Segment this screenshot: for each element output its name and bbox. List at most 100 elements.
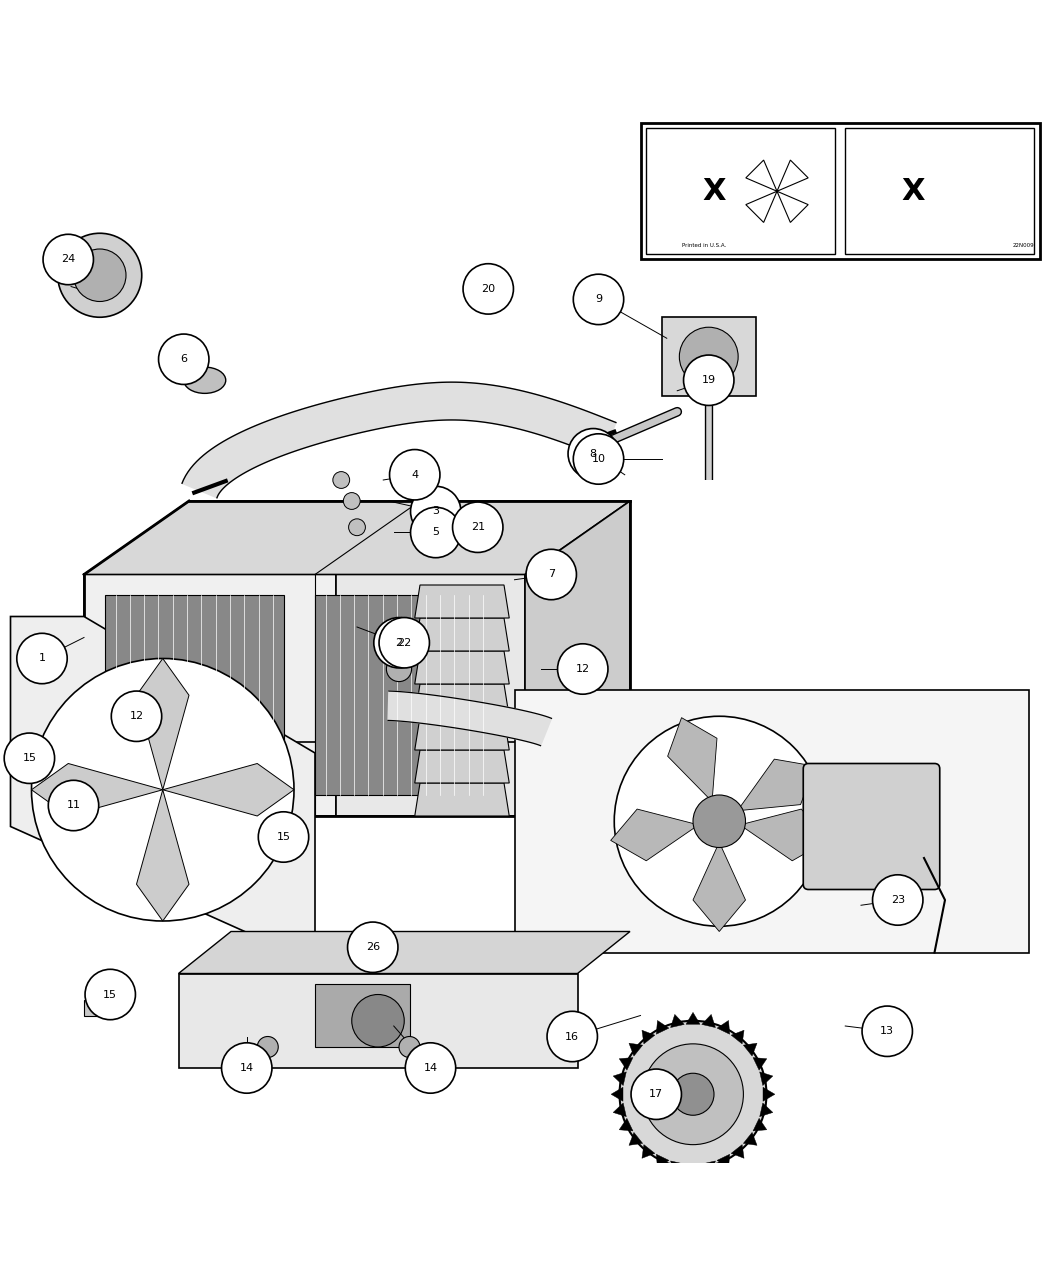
Polygon shape — [686, 1164, 700, 1176]
Circle shape — [672, 1074, 714, 1116]
Polygon shape — [668, 718, 717, 802]
Polygon shape — [693, 843, 745, 932]
Circle shape — [159, 334, 209, 385]
Polygon shape — [671, 1015, 685, 1028]
Circle shape — [684, 354, 734, 405]
Text: 11: 11 — [66, 801, 81, 811]
Circle shape — [631, 1068, 681, 1119]
Text: 15: 15 — [103, 989, 118, 1000]
Polygon shape — [415, 717, 509, 750]
Circle shape — [411, 486, 461, 537]
Polygon shape — [629, 1043, 643, 1056]
Text: 21: 21 — [470, 523, 485, 532]
Polygon shape — [686, 1012, 700, 1024]
Circle shape — [111, 691, 162, 742]
Circle shape — [614, 717, 824, 926]
Circle shape — [4, 733, 55, 783]
Text: 16: 16 — [565, 1031, 580, 1042]
Polygon shape — [611, 1088, 623, 1102]
Bar — [640, 122, 1040, 260]
Polygon shape — [760, 1103, 773, 1117]
Ellipse shape — [184, 367, 226, 394]
Text: 1: 1 — [39, 654, 45, 663]
Text: 19: 19 — [701, 375, 716, 385]
Text: 22: 22 — [397, 638, 412, 648]
Polygon shape — [163, 764, 294, 816]
Polygon shape — [743, 1043, 757, 1056]
Polygon shape — [525, 501, 630, 816]
Text: 22N009: 22N009 — [1012, 244, 1034, 247]
Text: 13: 13 — [880, 1026, 895, 1037]
Bar — [84, 1000, 107, 1015]
Circle shape — [693, 796, 745, 848]
Circle shape — [258, 812, 309, 862]
Bar — [845, 129, 1034, 254]
Circle shape — [43, 235, 93, 284]
Text: 12: 12 — [575, 664, 590, 674]
Circle shape — [222, 1043, 272, 1093]
Circle shape — [568, 428, 618, 479]
Circle shape — [17, 634, 67, 683]
Polygon shape — [731, 1030, 744, 1044]
Polygon shape — [740, 810, 827, 861]
Text: 7: 7 — [548, 570, 554, 580]
Polygon shape — [613, 1103, 626, 1117]
Ellipse shape — [422, 510, 460, 533]
Polygon shape — [753, 1057, 766, 1070]
Text: 10: 10 — [591, 454, 606, 464]
Polygon shape — [717, 1020, 730, 1034]
Polygon shape — [32, 764, 163, 816]
Polygon shape — [136, 658, 189, 789]
Polygon shape — [415, 618, 509, 652]
Polygon shape — [743, 1132, 757, 1145]
Circle shape — [390, 450, 440, 500]
Polygon shape — [84, 575, 336, 816]
Polygon shape — [415, 683, 509, 717]
Polygon shape — [415, 783, 509, 816]
Text: 26: 26 — [365, 942, 380, 952]
Circle shape — [348, 922, 398, 973]
Bar — [315, 984, 410, 1047]
Text: 24: 24 — [61, 255, 76, 264]
Circle shape — [573, 434, 624, 484]
Polygon shape — [10, 617, 315, 963]
Circle shape — [405, 1043, 456, 1093]
Polygon shape — [642, 1030, 655, 1044]
Polygon shape — [717, 1154, 730, 1168]
Polygon shape — [84, 501, 630, 575]
Polygon shape — [629, 1132, 643, 1145]
Polygon shape — [613, 1072, 626, 1085]
Circle shape — [74, 249, 126, 301]
Circle shape — [343, 492, 360, 510]
Text: X: X — [702, 177, 726, 205]
Circle shape — [620, 1021, 766, 1168]
Polygon shape — [642, 1145, 655, 1158]
Text: 6: 6 — [181, 354, 187, 365]
Polygon shape — [415, 652, 509, 683]
Circle shape — [352, 994, 404, 1047]
Circle shape — [349, 519, 365, 536]
Polygon shape — [701, 1015, 715, 1028]
Text: 15: 15 — [276, 833, 291, 842]
Circle shape — [333, 472, 350, 488]
Circle shape — [526, 550, 576, 599]
Circle shape — [643, 1044, 743, 1145]
Circle shape — [386, 657, 412, 682]
Circle shape — [873, 875, 923, 926]
Circle shape — [379, 617, 429, 668]
Polygon shape — [753, 1118, 766, 1131]
Circle shape — [463, 264, 513, 314]
Polygon shape — [105, 595, 284, 796]
Bar — [646, 129, 835, 254]
Polygon shape — [611, 810, 698, 861]
Polygon shape — [182, 382, 616, 497]
Polygon shape — [388, 691, 551, 746]
Circle shape — [58, 233, 142, 317]
Polygon shape — [620, 1118, 633, 1131]
Text: Printed in U.S.A.: Printed in U.S.A. — [682, 244, 727, 247]
Text: 4: 4 — [412, 469, 418, 479]
Polygon shape — [701, 1162, 715, 1174]
Polygon shape — [656, 1020, 669, 1034]
Circle shape — [679, 328, 738, 386]
FancyBboxPatch shape — [803, 764, 940, 890]
